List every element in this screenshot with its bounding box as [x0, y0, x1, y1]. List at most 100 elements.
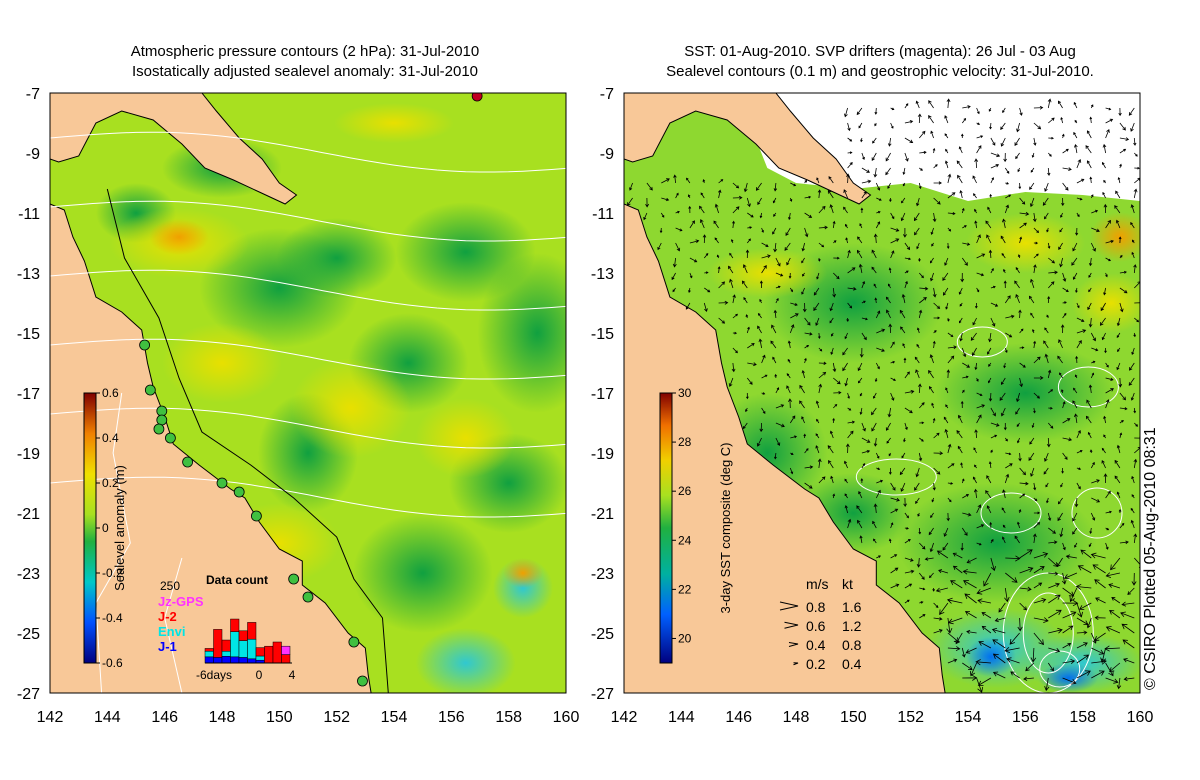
velocity-arrow: [1033, 227, 1040, 234]
velocity-arrow: [818, 347, 823, 352]
velocity-arrow: [1015, 267, 1020, 274]
velocity-arrow: [772, 356, 777, 364]
inset-ymax-label: 250: [160, 579, 180, 593]
velocity-arrow: [788, 212, 791, 221]
velocity-arrow: [1033, 497, 1038, 502]
velocity-arrow: [1118, 509, 1122, 514]
velocity-arrow: [804, 465, 814, 469]
lon-tick-label: 142: [611, 709, 638, 726]
velocity-arrow: [1076, 602, 1083, 618]
velocity-arrow: [829, 317, 834, 324]
lon-tick-label: 144: [94, 709, 121, 726]
velocity-arrow: [888, 467, 892, 475]
velocity-arrow: [1004, 295, 1011, 304]
lon-tick-label: 146: [151, 709, 178, 726]
velocity-arrow: [974, 208, 977, 214]
velocity-arrow: [1004, 167, 1010, 174]
velocity-arrow: [873, 167, 878, 178]
velocity-arrow: [827, 445, 834, 454]
velocity-arrow: [1073, 101, 1078, 109]
lat-tick-label: -19: [591, 446, 614, 463]
velocity-arrow: [1019, 328, 1024, 334]
velocity-arrow: [1076, 178, 1085, 184]
velocity-arrow: [803, 433, 807, 439]
velocity-arrow: [847, 137, 853, 142]
velocity-arrow: [942, 287, 949, 296]
velocity-arrow: [1014, 280, 1020, 289]
velocity-arrow: [1102, 143, 1107, 154]
velocity-arrow: [933, 330, 937, 334]
velocity-arrow: [1044, 353, 1049, 364]
velocity-arrow: [1002, 536, 1006, 544]
velocity-arrow: [1119, 287, 1128, 294]
velocity-arrow: [872, 137, 877, 144]
velocity-arrow: [861, 463, 866, 469]
velocity-arrow: [947, 317, 950, 322]
velocity-arrow: [890, 250, 895, 259]
velocity-arrow: [1090, 104, 1094, 109]
velocity-arrow: [976, 122, 981, 125]
inset-legend-item: Jz-GPS: [158, 594, 204, 609]
inset-bar-segment: [238, 657, 248, 664]
velocity-arrow: [1019, 107, 1023, 116]
velocity-arrow: [947, 658, 958, 664]
velocity-arrow: [1090, 461, 1095, 469]
velocity-legend-rows: 0.8 1.6 0.6 1.2 0.4 0.8 0.2 0.4: [779, 599, 862, 672]
velocity-arrow: [1091, 479, 1100, 484]
velocity-arrow: [932, 212, 937, 223]
velocity-arrow: [974, 158, 979, 169]
velocity-arrow: [829, 302, 834, 312]
velocity-arrow: [1059, 372, 1063, 379]
velocity-arrow: [1091, 227, 1100, 233]
lat-tick-label: -21: [591, 506, 614, 523]
velocity-arrow: [888, 283, 891, 289]
velocity-arrow: [671, 272, 676, 281]
velocity-arrow: [847, 249, 851, 259]
velocity-arrow: [890, 238, 900, 244]
left-map-title: Atmospheric pressure contours (2 hPa): 3…: [50, 42, 560, 82]
velocity-arrow: [886, 437, 891, 444]
inset-x-label: 0: [256, 668, 263, 682]
velocity-arrow: [1105, 662, 1114, 677]
velocity-arrow: [775, 285, 781, 289]
velocity-arrow: [1090, 194, 1094, 199]
velocity-arrow: [1105, 572, 1120, 578]
velocity-arrow: [818, 205, 826, 214]
velocity-arrow: [1072, 527, 1078, 535]
velocity-arrow: [1062, 452, 1068, 460]
velocity-arrow: [761, 407, 766, 414]
tide-gauge-marker: [288, 573, 300, 585]
velocity-arrow: [1131, 251, 1135, 259]
lat-tick-label: -11: [18, 206, 40, 223]
sealevel-colorbar-tick: -0.6: [102, 656, 123, 670]
velocity-arrow: [957, 445, 963, 454]
velocity-arrow: [947, 355, 955, 364]
velocity-arrow: [1101, 447, 1106, 454]
velocity-arrow: [988, 392, 993, 402]
velocity-arrow: [773, 309, 778, 319]
velocity-arrow: [961, 647, 966, 658]
velocity-arrow: [847, 267, 856, 274]
velocity-arrow: [981, 625, 992, 634]
velocity-arrow: [789, 324, 795, 334]
sealevel-colorbar-tick: 0.6: [102, 386, 119, 400]
velocity-arrow: [1062, 182, 1069, 191]
velocity-arrow: [1072, 272, 1078, 280]
velocity-arrow: [871, 422, 877, 432]
velocity-arrow: [847, 162, 853, 169]
velocity-arrow: [790, 452, 794, 455]
velocity-arrow: [1114, 459, 1121, 469]
velocity-arrow: [943, 527, 949, 537]
velocity-arrow: [732, 294, 736, 304]
velocity-arrow: [1091, 209, 1099, 214]
velocity-arrow: [885, 167, 891, 176]
velocity-arrow: [689, 220, 695, 229]
velocity-arrow: [859, 407, 863, 415]
velocity-arrow: [1000, 137, 1006, 147]
velocity-arrow: [933, 181, 942, 185]
velocity-arrow: [813, 302, 820, 312]
lat-tick-label: -23: [591, 566, 614, 583]
velocity-arrow: [757, 325, 762, 334]
velocity-arrow: [1117, 347, 1121, 353]
velocity-arrow: [903, 497, 907, 507]
